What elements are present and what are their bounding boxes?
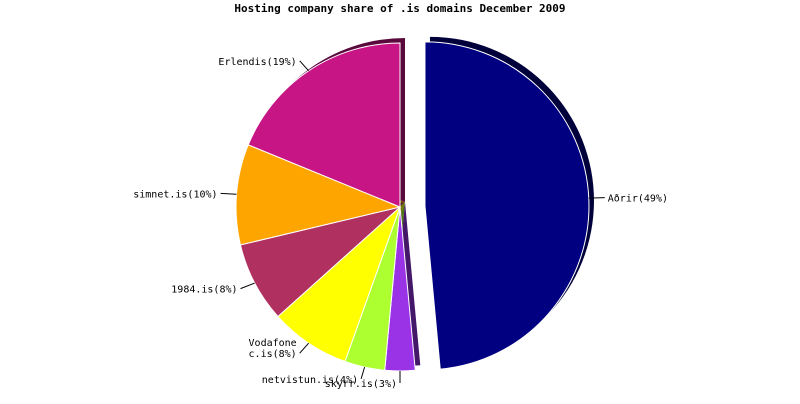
slice-label: Aðrir(49%): [608, 194, 668, 205]
slice-label-line: skyrr.is(3%): [325, 379, 397, 390]
slice-label-line: simnet.is(10%): [133, 189, 217, 200]
slice-label: skyrr.is(3%): [325, 379, 397, 390]
leader-line: [588, 197, 605, 199]
leader-line: [299, 60, 309, 72]
slice-label-line: c.is(8%): [249, 349, 297, 360]
slice-label: Vodafone c.is(8%): [249, 338, 297, 360]
leader-line: [360, 366, 366, 379]
slice-label-line: 1984.is(8%): [171, 285, 237, 296]
slice: [424, 41, 590, 370]
slice-label: Erlendis(19%): [218, 57, 296, 68]
slice-label-line: Aðrir(49%): [608, 194, 668, 205]
slice: [247, 42, 401, 208]
leader-line: [220, 192, 237, 195]
slice-label: simnet.is(10%): [133, 189, 217, 200]
leader-line: [299, 342, 309, 354]
slice-label-line: netvistun.is(4%): [262, 375, 358, 386]
slice-label: 1984.is(8%): [171, 285, 237, 296]
chart-title: Hosting company share of .is domains Dec…: [234, 2, 565, 15]
leader-line: [240, 282, 255, 290]
slice-label-line: Erlendis(19%): [218, 57, 296, 68]
slice-label-line: Vodafone: [249, 338, 297, 349]
slice-label: netvistun.is(4%): [262, 375, 358, 386]
